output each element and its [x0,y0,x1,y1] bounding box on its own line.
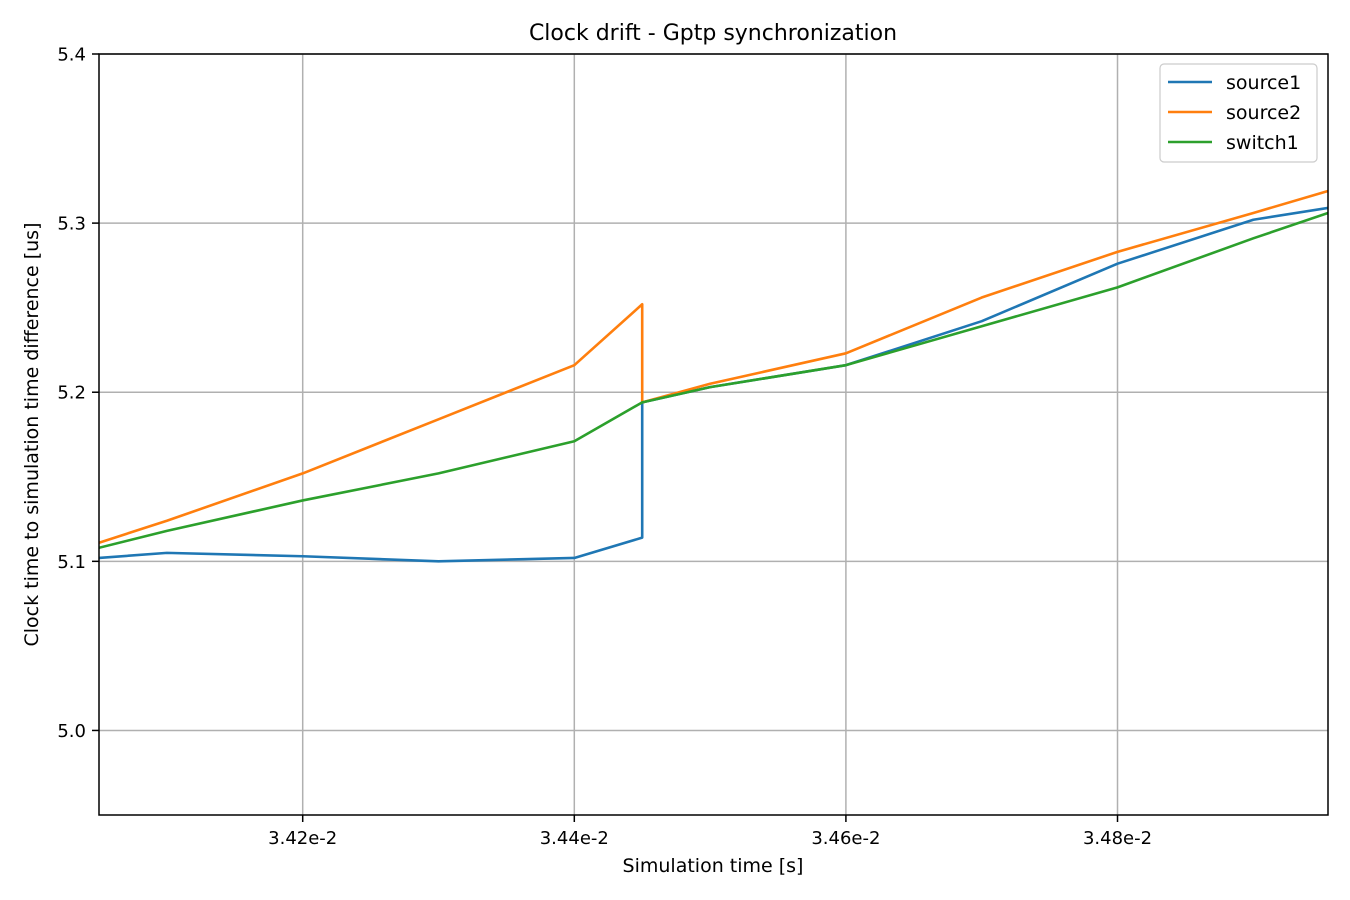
y-tick-label: 5.0 [57,721,86,742]
x-tick-label: 3.44e-2 [540,828,609,849]
chart-title: Clock drift - Gptp synchronization [529,21,897,46]
legend: source1 source2 switch1 [1159,63,1318,163]
y-tick-label: 5.4 [57,45,86,66]
axis-ticks: 3.42e-2 3.44e-2 3.46e-2 3.48e-2 5.0 5.1 5.2 5.3… [57,45,1152,850]
legend-box [1159,63,1318,163]
legend-label-switch1: switch1 [1226,132,1299,154]
y-axis-label: Clock time to simulation time difference… [21,223,43,647]
x-tick-label: 3.48e-2 [1083,828,1152,849]
series-line-switch1 [99,211,1328,550]
x-tick-label: 3.46e-2 [811,828,880,849]
legend-label-source1: source1 [1226,72,1301,94]
y-tick-label: 5.2 [57,383,86,404]
y-tick-label: 5.1 [57,552,86,573]
x-axis-label: Simulation time [s] [623,855,804,877]
y-tick-label: 5.3 [57,214,86,235]
series-lines [99,189,1328,563]
legend-label-source2: source2 [1226,102,1301,124]
plot-frame [98,53,1329,816]
x-tick-label: 3.42e-2 [268,828,337,849]
